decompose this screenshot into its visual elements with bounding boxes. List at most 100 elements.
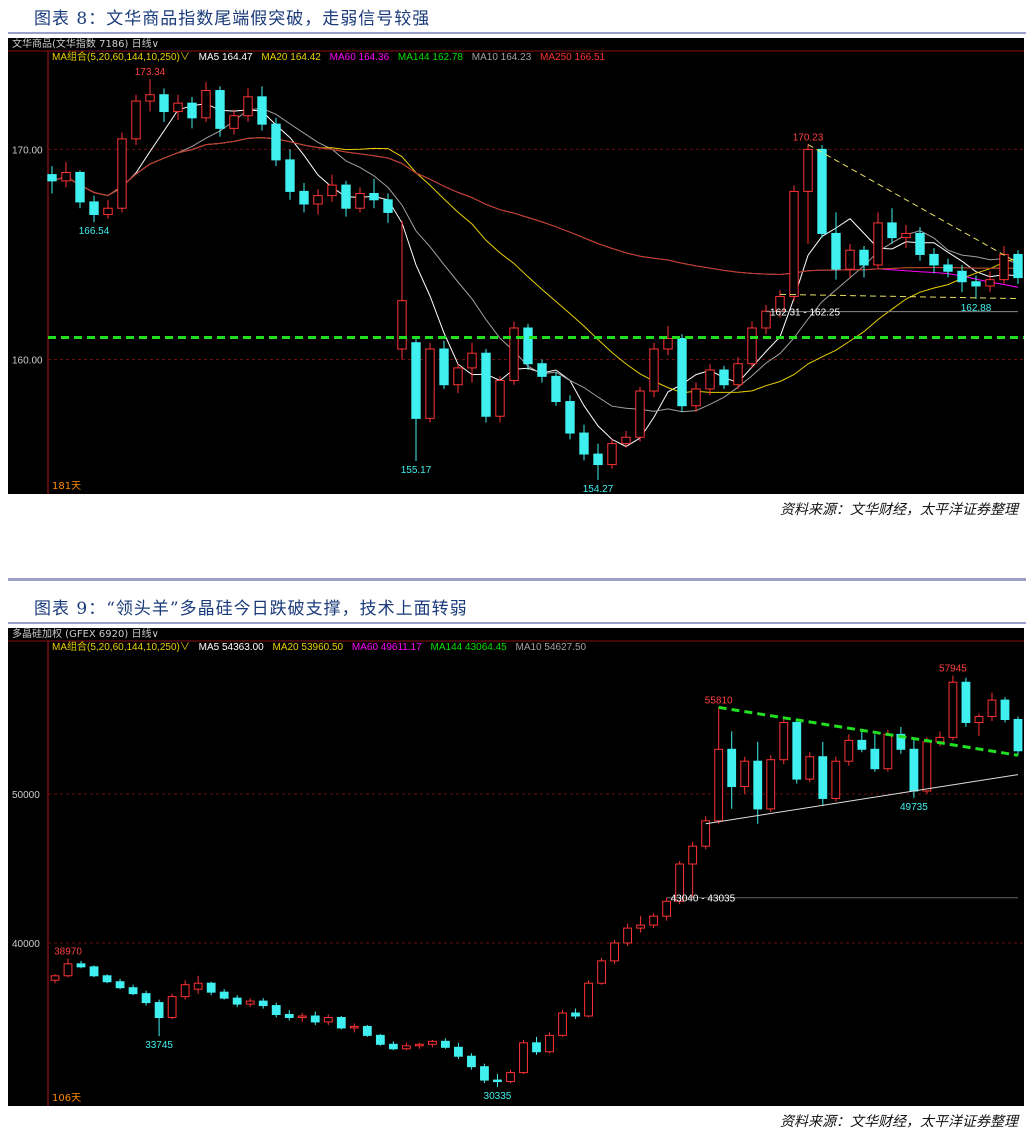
candle-body xyxy=(480,1066,489,1081)
candle-body xyxy=(597,960,606,984)
candle xyxy=(789,185,799,301)
candle xyxy=(383,193,393,223)
figure-8-rule xyxy=(8,32,1026,34)
candle-body xyxy=(817,148,827,234)
candle-body xyxy=(117,138,127,209)
candle-body xyxy=(740,760,750,788)
candle-body xyxy=(545,1034,554,1053)
candle xyxy=(173,94,183,120)
polysilicon-chart[interactable]: 50000 40000 38970 33745 30335 55810 57945 49735… xyxy=(8,628,1024,1106)
candle-body xyxy=(506,1072,515,1083)
candle-body xyxy=(467,1055,476,1068)
candle xyxy=(747,321,757,368)
candle xyxy=(766,755,776,812)
candle-body xyxy=(439,348,449,386)
candle-body xyxy=(779,721,789,761)
candle xyxy=(63,958,73,978)
candle-body xyxy=(831,232,841,270)
candle-body xyxy=(454,1046,463,1057)
figure-8-title: 图表 8：文华商品指数尾端假突破，走弱信号较强 xyxy=(34,9,431,29)
candle xyxy=(649,913,659,929)
ma5-line xyxy=(51,103,1019,448)
candle-body xyxy=(733,363,743,386)
trend-line xyxy=(705,774,1019,825)
candle-body xyxy=(753,760,763,810)
price-annotation: 173.34 xyxy=(135,67,166,78)
candle-body xyxy=(635,390,645,438)
candle xyxy=(571,1008,580,1019)
candle-body xyxy=(271,1005,281,1016)
candle xyxy=(50,974,60,984)
candle xyxy=(523,323,533,371)
candle-body xyxy=(519,1042,528,1074)
candle-body xyxy=(89,201,99,216)
candle-body xyxy=(349,1025,359,1029)
candle-body xyxy=(649,915,659,926)
candle xyxy=(621,430,631,448)
candle xyxy=(355,187,365,213)
candle xyxy=(901,225,911,249)
price-annotation: 49735 xyxy=(900,802,928,813)
candle-body xyxy=(495,380,505,417)
chart-header[interactable]: 文华商品(文华指数 7186) 日线∨ xyxy=(12,39,159,50)
candle xyxy=(313,189,323,215)
candle xyxy=(297,1013,307,1022)
candle-body xyxy=(115,981,125,989)
candle-body xyxy=(375,1034,385,1045)
candle-body xyxy=(229,115,239,129)
candle xyxy=(688,841,698,898)
ma-combo-selector[interactable]: MA组合(5,20,60,144,10,250)∨ xyxy=(52,642,190,653)
ma-combo-selector[interactable]: MA组合(5,20,60,144,10,250)∨ xyxy=(52,52,190,63)
candle-body xyxy=(623,927,632,944)
trend-line xyxy=(779,293,1019,300)
candle xyxy=(141,990,151,1006)
candle-body xyxy=(401,1045,411,1050)
candle xyxy=(323,1014,333,1025)
candle-body xyxy=(558,1012,567,1036)
candle-body xyxy=(362,1025,372,1036)
candle xyxy=(859,246,869,278)
candle-body xyxy=(145,94,155,102)
candle xyxy=(929,248,939,274)
candle-body xyxy=(397,300,407,350)
candle-body xyxy=(131,100,141,140)
candle xyxy=(299,182,309,213)
candle xyxy=(740,756,750,794)
candle-body xyxy=(215,90,225,129)
candle xyxy=(974,713,984,736)
candle xyxy=(649,342,659,398)
candle xyxy=(411,338,421,462)
candle xyxy=(229,109,239,135)
ma-value: MA10 54627.50 xyxy=(515,642,587,653)
candle-body xyxy=(649,348,659,392)
candle xyxy=(180,980,190,1000)
candle xyxy=(803,144,813,244)
candle xyxy=(948,675,958,741)
commodity-index-chart[interactable]: 170.00 160.00 173.34 166.54 155.17 154.27 170.… xyxy=(8,38,1024,494)
candle xyxy=(753,741,763,824)
ma-value: MA250 166.51 xyxy=(540,52,606,63)
candle-body xyxy=(173,102,183,113)
candle-body xyxy=(887,222,897,239)
candle xyxy=(481,349,491,423)
price-annotation: 155.17 xyxy=(401,465,432,476)
candle xyxy=(257,86,267,131)
candle xyxy=(61,161,71,188)
candle-body xyxy=(154,1002,164,1018)
candle xyxy=(1000,697,1010,723)
candle-body xyxy=(818,756,828,799)
candle xyxy=(584,980,593,1018)
chart-header[interactable]: 多晶硅加权 (GFEX 6920) 日线∨ xyxy=(12,629,159,640)
candle xyxy=(727,731,737,809)
candle-body xyxy=(341,184,351,209)
candle-body xyxy=(1013,718,1023,752)
candle xyxy=(971,275,981,299)
candle xyxy=(610,940,619,964)
ma-legend: MA组合(5,20,60,144,10,250)∨ MA5 164.47 MA2… xyxy=(52,51,611,65)
candle-body xyxy=(493,1079,502,1083)
candle xyxy=(831,756,841,802)
candle xyxy=(362,1024,372,1037)
candle-body xyxy=(691,388,701,407)
candle xyxy=(454,1042,463,1060)
candle-body xyxy=(89,966,99,977)
